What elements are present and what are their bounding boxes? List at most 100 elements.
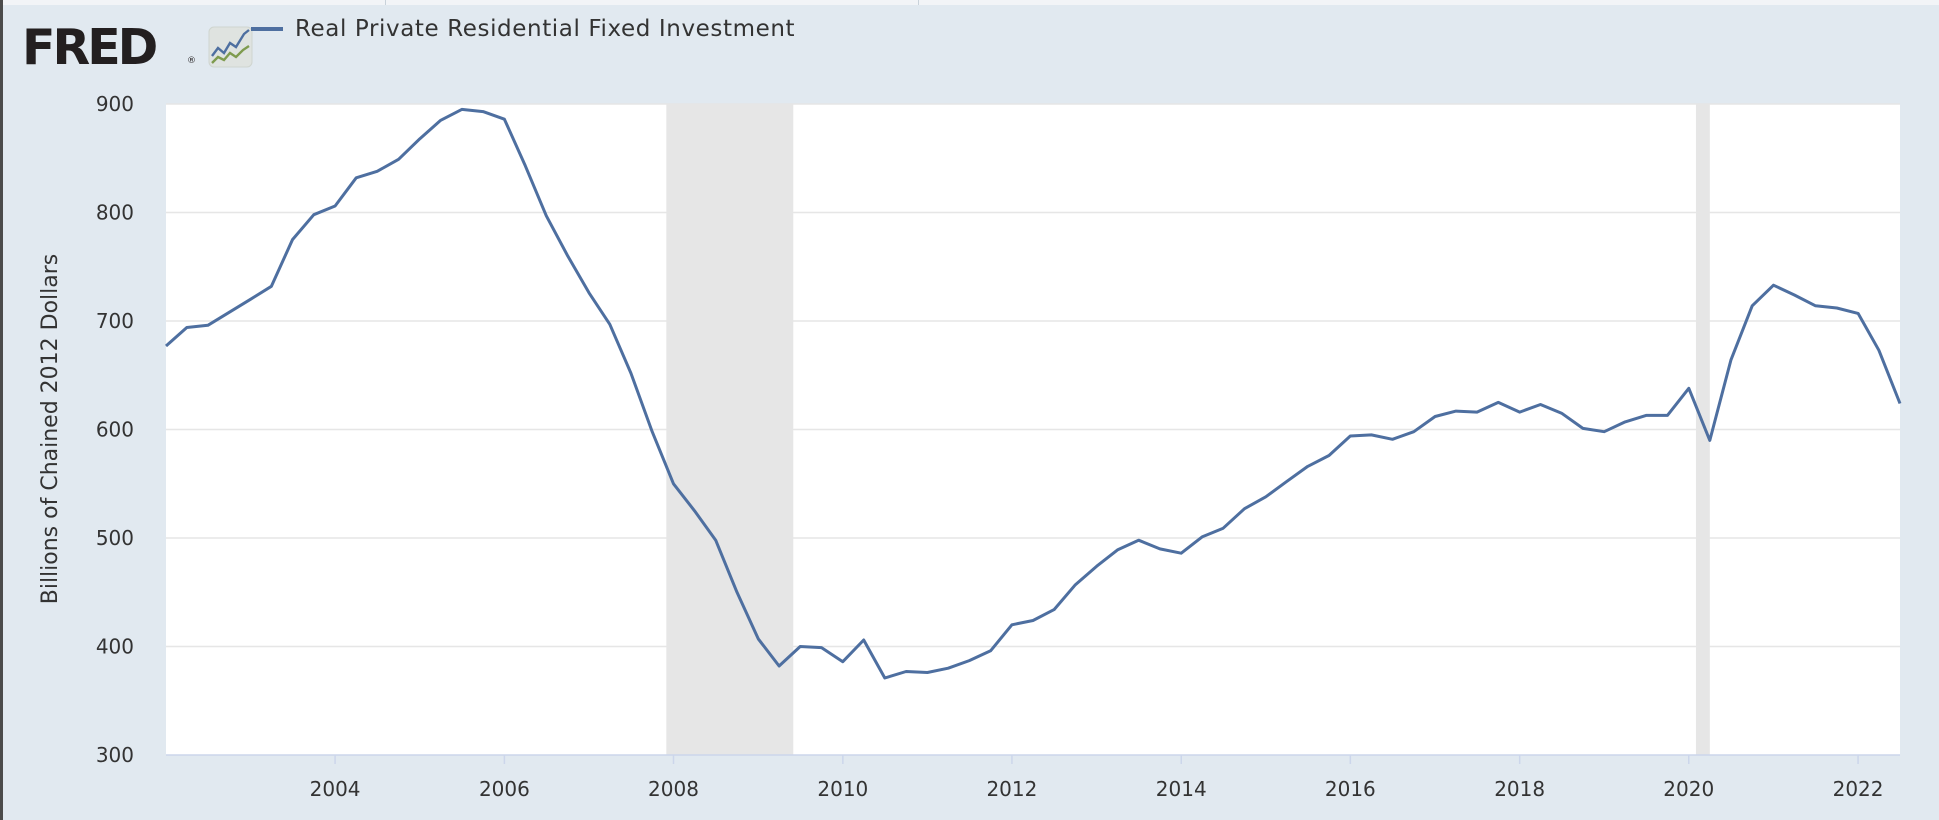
data-point xyxy=(1518,411,1520,413)
x-tick-label: 2006 xyxy=(479,777,530,801)
fred-graph-logo-icon xyxy=(208,26,253,68)
data-point xyxy=(1349,435,1351,437)
data-point xyxy=(1370,434,1372,436)
data-point xyxy=(461,108,463,110)
data-point xyxy=(1582,427,1584,429)
data-point xyxy=(609,323,611,325)
data-point xyxy=(1074,583,1076,585)
series-line xyxy=(165,107,1902,680)
data-point xyxy=(1434,415,1436,417)
data-point xyxy=(1603,430,1605,432)
data-point xyxy=(1032,619,1034,621)
data-point xyxy=(1011,624,1013,626)
y-tick-label: 600 xyxy=(96,418,134,442)
data-point xyxy=(1688,387,1690,389)
data-point xyxy=(947,667,949,669)
data-point xyxy=(1413,430,1415,432)
y-tick-label: 500 xyxy=(96,526,134,550)
data-point xyxy=(1053,608,1055,610)
data-point xyxy=(672,483,674,485)
data-point xyxy=(736,591,738,593)
data-point xyxy=(1539,403,1541,405)
data-point xyxy=(1836,307,1838,309)
data-point xyxy=(1285,480,1287,482)
x-tick-label: 2014 xyxy=(1156,777,1207,801)
data-point xyxy=(630,372,632,374)
data-point xyxy=(440,119,442,121)
top-border-tick xyxy=(385,0,386,5)
y-axis-title: Billions of Chained 2012 Dollars xyxy=(38,254,63,605)
data-point xyxy=(503,118,505,120)
data-point xyxy=(778,665,780,667)
top-border-tick xyxy=(918,0,919,5)
data-point xyxy=(1709,439,1711,441)
data-point xyxy=(1730,359,1732,361)
data-point xyxy=(968,659,970,661)
data-point xyxy=(1666,414,1668,416)
y-tick-label: 300 xyxy=(96,743,134,767)
data-point xyxy=(1201,536,1203,538)
legend-series-name: Real Private Residential Fixed Investmen… xyxy=(295,16,796,42)
data-point xyxy=(207,324,209,326)
data-point xyxy=(651,430,653,432)
data-point xyxy=(291,238,293,240)
data-point xyxy=(926,671,928,673)
data-point xyxy=(1222,527,1224,529)
data-point xyxy=(1391,438,1393,440)
data-point xyxy=(566,255,568,257)
x-axis: 2004 2006 2008 2010 2012 2014 2016 2018 2020 2022 xyxy=(166,754,1900,801)
x-tick-label: 2004 xyxy=(310,777,361,801)
data-point xyxy=(1645,414,1647,416)
y-tick-label: 900 xyxy=(96,92,134,116)
data-point xyxy=(524,165,526,167)
data-point xyxy=(1095,565,1097,567)
fred-logo[interactable]: FRED xyxy=(22,19,158,76)
data-point xyxy=(1180,552,1182,554)
data-point xyxy=(1137,539,1139,541)
data-point xyxy=(1878,349,1880,351)
data-point xyxy=(1328,454,1330,456)
data-point xyxy=(186,326,188,328)
data-point xyxy=(1899,402,1901,404)
data-point xyxy=(397,158,399,160)
data-point xyxy=(693,510,695,512)
data-point xyxy=(862,639,864,641)
x-tick-label: 2010 xyxy=(817,777,868,801)
data-point xyxy=(270,285,272,287)
data-point xyxy=(820,646,822,648)
top-border xyxy=(0,0,1939,5)
x-tick-label: 2020 xyxy=(1663,777,1714,801)
data-point xyxy=(376,170,378,172)
y-tick-label: 700 xyxy=(96,309,134,333)
data-point xyxy=(1243,508,1245,510)
data-point xyxy=(1793,294,1795,296)
y-tick-label: 800 xyxy=(96,201,134,225)
data-point xyxy=(1476,411,1478,413)
data-point xyxy=(313,213,315,215)
data-point xyxy=(1751,305,1753,307)
chart-legend[interactable]: Real Private Residential Fixed Investmen… xyxy=(251,14,795,44)
data-point xyxy=(588,292,590,294)
data-point xyxy=(165,345,167,347)
data-point xyxy=(989,650,991,652)
data-point xyxy=(1265,496,1267,498)
x-tick-label: 2012 xyxy=(986,777,1037,801)
data-point xyxy=(905,670,907,672)
data-point xyxy=(249,298,251,300)
registered-mark: ® xyxy=(187,56,196,66)
data-point xyxy=(1159,548,1161,550)
data-point xyxy=(1624,421,1626,423)
data-point xyxy=(228,311,230,313)
gridlines xyxy=(166,103,1900,648)
data-point xyxy=(1814,305,1816,307)
data-point xyxy=(1455,410,1457,412)
data-point xyxy=(799,645,801,647)
data-point xyxy=(1857,312,1859,314)
data-point xyxy=(334,205,336,207)
data-point xyxy=(482,110,484,112)
data-point xyxy=(884,677,886,679)
data-point xyxy=(1772,284,1774,286)
y-axis: 300 400 500 600 700 800 900 xyxy=(96,92,134,767)
